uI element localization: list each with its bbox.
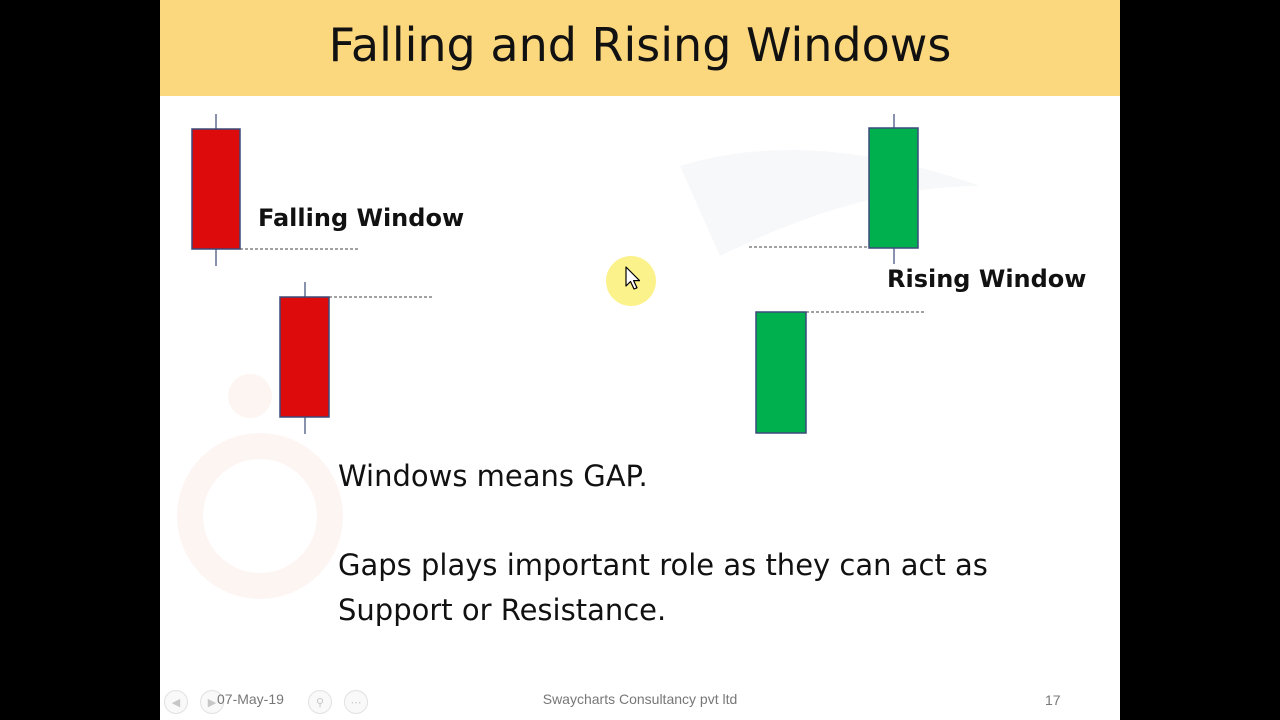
rising-candle-1-body bbox=[755, 311, 807, 434]
falling-candle-1 bbox=[191, 114, 241, 266]
falling-candle-1-body bbox=[191, 128, 241, 250]
prev-slide-icon[interactable]: ◀ bbox=[164, 690, 188, 714]
next-slide-icon[interactable]: ▶ bbox=[200, 690, 224, 714]
body-paragraph-2-line-2: Support or Resistance. bbox=[338, 593, 667, 627]
body-paragraph-1: Windows means GAP. bbox=[338, 459, 648, 493]
candlestick-diagram bbox=[191, 114, 926, 434]
cursor-icon bbox=[625, 266, 641, 290]
title-bar: Falling and Rising Windows bbox=[160, 0, 1120, 96]
rising-candle-2-body bbox=[868, 127, 919, 249]
slide-title: Falling and Rising Windows bbox=[328, 18, 952, 72]
rising-candle-2 bbox=[868, 114, 919, 264]
falling-candle-2-body bbox=[279, 296, 330, 418]
footer-company: Swaycharts Consultancy pvt ltd bbox=[542, 691, 738, 707]
more-options-icon[interactable]: ⋯ bbox=[344, 690, 368, 714]
rising-candle-1 bbox=[755, 311, 807, 434]
falling-candle-2 bbox=[279, 282, 330, 434]
footer-page-number: 17 bbox=[1045, 692, 1061, 708]
footer-date: 07-May-19 bbox=[217, 691, 284, 707]
slide: Falling and Rising Windows bbox=[160, 0, 1120, 720]
zoom-icon[interactable]: ⚲ bbox=[308, 690, 332, 714]
falling-window-label: Falling Window bbox=[258, 204, 465, 232]
rising-window-label: Rising Window bbox=[887, 265, 1087, 293]
body-paragraph-2-line-1: Gaps plays important role as they can ac… bbox=[338, 548, 988, 582]
